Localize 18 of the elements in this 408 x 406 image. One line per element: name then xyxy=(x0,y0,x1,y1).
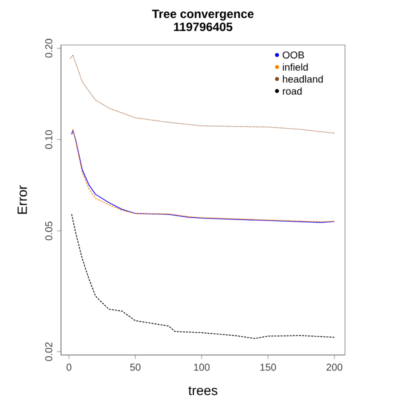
y-axis-title: Error xyxy=(18,185,27,214)
legend-label: headland xyxy=(282,75,323,83)
y-tick-label: 0.02 xyxy=(45,342,52,361)
x-tick-label: 150 xyxy=(260,364,276,371)
legend-label: OOB xyxy=(282,51,304,59)
legend-label: road xyxy=(282,87,302,95)
x-axis-title: trees xyxy=(188,386,218,396)
chart-subtitle: 119796405 xyxy=(174,22,232,32)
x-tick-label: 50 xyxy=(130,364,140,371)
y-tick-label: 0.05 xyxy=(45,222,52,240)
line-series xyxy=(71,214,335,339)
x-tick-label: 100 xyxy=(194,364,210,371)
chart-title: Tree convergence xyxy=(152,10,254,21)
legend-label: infield xyxy=(282,63,308,71)
y-tick-label: 0.10 xyxy=(45,130,52,149)
x-tick-label: 0 xyxy=(66,364,72,371)
x-tick-label: 200 xyxy=(326,364,342,371)
y-tick-label: 0.20 xyxy=(45,38,52,58)
